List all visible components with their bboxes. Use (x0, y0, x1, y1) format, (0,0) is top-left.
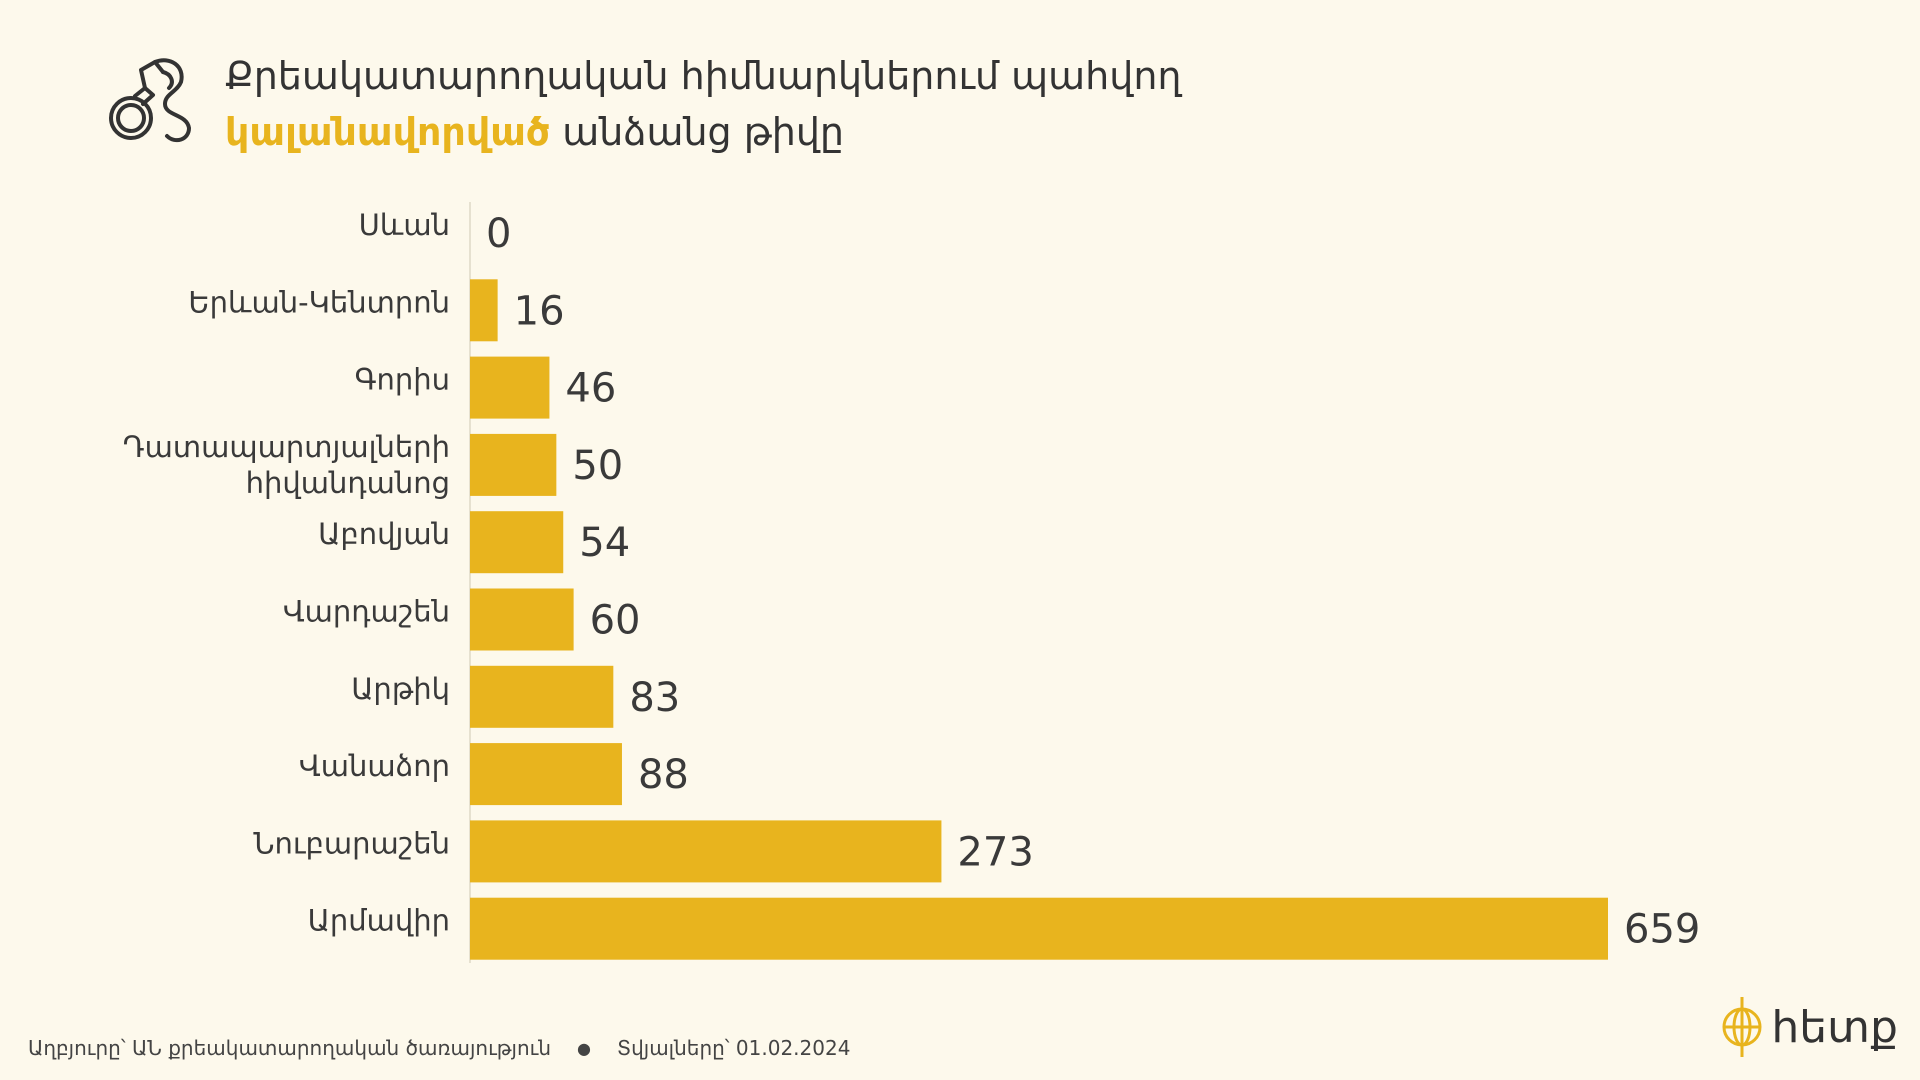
category-label: Արթիկ (351, 672, 450, 706)
title-line-1: Քրեակատարողական հիմնարկներում պահվող (225, 54, 1182, 98)
header: Քրեակատարողական հիմնարկներում պահվող կալ… (105, 48, 1182, 160)
category-label: Վարդաշեն (283, 595, 450, 629)
category-label: Նուբարաշեն (253, 826, 450, 860)
bar-value-label: 88 (638, 752, 689, 798)
bar-value-label: 46 (565, 366, 616, 412)
title-highlight: կալանավորված (225, 110, 551, 154)
logo-text: հետք (1771, 1001, 1898, 1053)
bar (470, 665, 614, 728)
footer: Աղբյուրը՝ ԱՆ քրեակատարողական ծառայությու… (28, 1036, 850, 1060)
logo-globe-icon (1722, 997, 1762, 1057)
bar (470, 897, 1608, 960)
category-label: Արմավիր (308, 904, 450, 938)
category-label: Սևան (359, 208, 450, 242)
bar-chart: 0 Սևան 16 Երևան-Կենտրոն 46 Գորիս 50 Դատապարտյալ… (123, 202, 1700, 963)
category-label: Դատապարտյալների հիվանդանոց (123, 430, 450, 500)
bar-value-label: 54 (579, 520, 630, 566)
bar-value-label: 659 (1624, 907, 1700, 953)
title-line-2: կալանավորված անձանց թիվը (225, 104, 1182, 160)
bar-value-label: 0 (486, 211, 511, 257)
hetq-logo: հետք (1719, 994, 1898, 1060)
bar-value-label: 50 (572, 443, 623, 489)
date-note: Տվյալները՝ 01.02.2024 (616, 1036, 851, 1060)
bar-value-label: 60 (590, 598, 641, 644)
bar (470, 820, 942, 883)
handcuffs-icon (109, 58, 191, 143)
category-label: Երևան-Կենտրոն (188, 285, 450, 319)
chart-title: Քրեակատարողական հիմնարկներում պահվող կալ… (225, 48, 1182, 160)
source-note: Աղբյուրը՝ ԱՆ քրեակատարողական ծառայությու… (28, 1036, 552, 1060)
bar-value-label: 273 (957, 829, 1033, 875)
category-label: Վանաձոր (299, 749, 450, 783)
title-rest: անձանց թիվը (562, 110, 845, 154)
bar (470, 356, 550, 419)
bar (470, 433, 557, 496)
bar-value-label: 83 (629, 675, 680, 721)
bar-value-label: 16 (514, 288, 565, 334)
bar (470, 279, 498, 342)
separator-dot: ● (577, 1038, 591, 1058)
category-label: Աբովյան (318, 517, 450, 551)
bar (470, 511, 564, 574)
bar (470, 743, 622, 806)
bar (470, 588, 574, 651)
category-label: Գորիս (355, 363, 450, 397)
